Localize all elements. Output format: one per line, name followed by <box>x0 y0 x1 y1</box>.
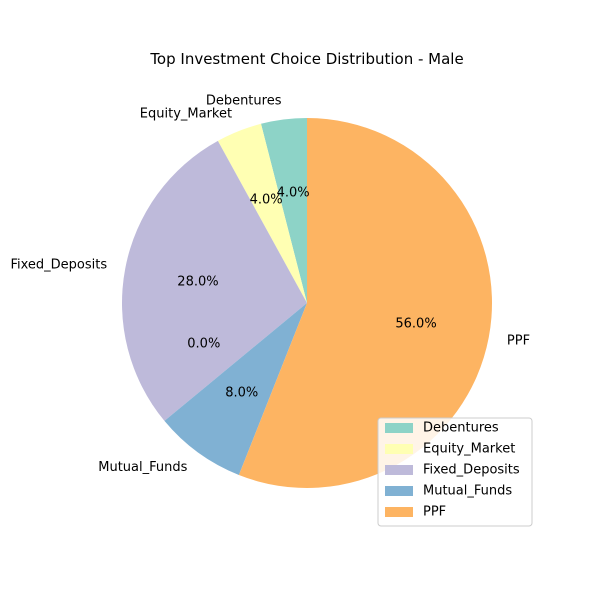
pie-slice-mutual-funds <box>164 303 307 476</box>
category-label-mutual-funds: Mutual_Funds <box>98 460 187 475</box>
percent-label-debentures: 4.0% <box>277 185 310 200</box>
legend: Debentures Equity_Market Fixed_Deposits Mut… <box>377 417 533 527</box>
legend-swatch-equity-market <box>385 444 413 454</box>
percent-label-ppf: 56.0% <box>395 316 436 331</box>
pie-slice-debentures <box>260 118 307 303</box>
legend-label-equity-market: Equity_Market <box>423 442 515 457</box>
chart-title: Top Investment Choice Distribution - Mal… <box>149 50 463 68</box>
legend-frame <box>377 417 533 527</box>
percent-label-equity-market: 4.0% <box>250 192 283 207</box>
pie-slice-fixed-deposits <box>122 140 308 421</box>
percent-label-fixed-deposits: 28.0% <box>177 275 218 290</box>
pie-slices <box>122 118 493 488</box>
category-label-fixed-deposits: Fixed_Deposits <box>10 257 107 272</box>
category-label-debentures: Debentures <box>206 94 282 109</box>
category-label-ppf: PPF <box>507 334 530 349</box>
legend-label-mutual-funds: Mutual_Funds <box>423 484 512 499</box>
legend-swatch-fixed-deposits <box>385 465 413 475</box>
legend-label-fixed-deposits: Fixed_Deposits <box>423 463 520 478</box>
legend-label-debentures: Debentures <box>423 421 499 436</box>
category-labels: DebenturesEquity_MarketFixed_DepositsMut… <box>10 94 530 476</box>
percentage-labels: 4.0%4.0% 28.0% 0.0% 8.0% 56.0% <box>177 185 436 400</box>
pie-slice-equity-market <box>217 123 307 303</box>
legend-swatch-ppf <box>385 507 413 517</box>
percent-label-zero: 0.0% <box>187 336 220 351</box>
legend-label-ppf: PPF <box>423 505 446 520</box>
legend-swatch-debentures <box>385 423 413 433</box>
legend-swatch-mutual-funds <box>385 486 413 496</box>
pie-slice-ppf <box>238 118 493 488</box>
percent-label-mutual-funds: 8.0% <box>225 385 258 400</box>
category-label-equity-market: Equity_Market <box>140 106 232 121</box>
